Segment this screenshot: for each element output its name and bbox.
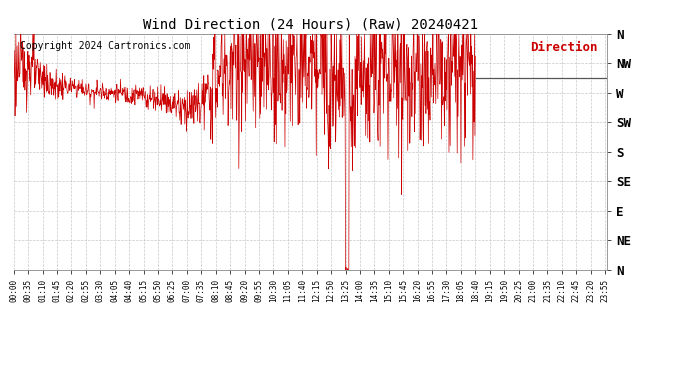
Text: Copyright 2024 Cartronics.com: Copyright 2024 Cartronics.com xyxy=(20,41,190,51)
Title: Wind Direction (24 Hours) (Raw) 20240421: Wind Direction (24 Hours) (Raw) 20240421 xyxy=(143,17,478,31)
Text: Direction: Direction xyxy=(530,41,598,54)
